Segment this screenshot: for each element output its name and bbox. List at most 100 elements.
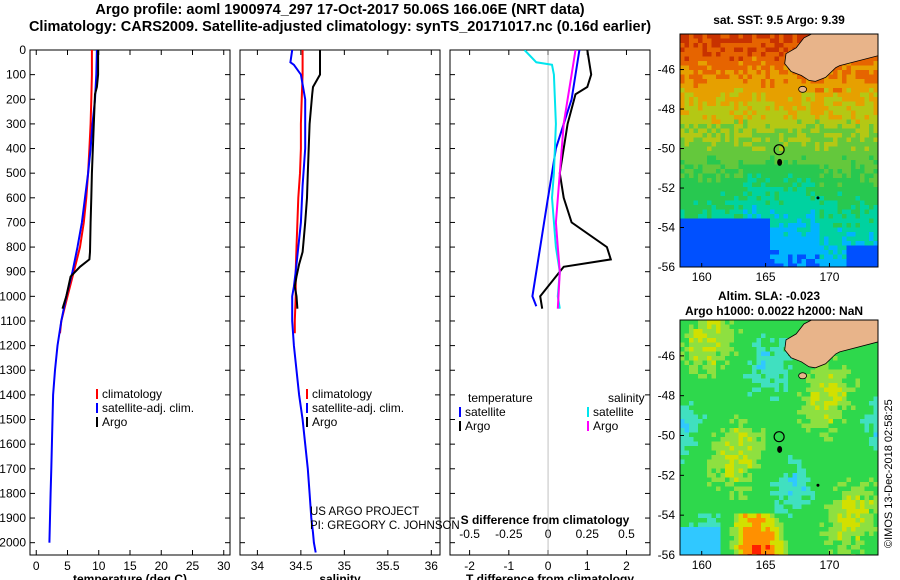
map-cell bbox=[837, 173, 843, 179]
map-cell bbox=[819, 495, 825, 501]
map-cell bbox=[801, 97, 807, 102]
map-cell bbox=[684, 491, 690, 496]
map-cell bbox=[873, 173, 878, 179]
map-cell bbox=[833, 356, 838, 361]
map-cell bbox=[752, 74, 757, 80]
map-cell bbox=[693, 142, 699, 147]
map-cell bbox=[756, 101, 762, 107]
map-cell bbox=[707, 151, 712, 156]
map-cell bbox=[747, 34, 753, 39]
map-cell bbox=[698, 414, 703, 420]
map-cell bbox=[725, 369, 730, 375]
map-cell bbox=[716, 196, 721, 201]
map-cell bbox=[873, 459, 878, 465]
map-cell bbox=[797, 218, 802, 224]
map-cell bbox=[720, 392, 726, 397]
map-cell bbox=[783, 500, 789, 505]
map-cell bbox=[864, 196, 870, 201]
map-cell bbox=[851, 250, 856, 255]
map-cell bbox=[684, 92, 690, 98]
map-cell bbox=[698, 245, 703, 251]
map-cell bbox=[720, 83, 726, 89]
map-cell bbox=[819, 482, 825, 487]
map-cell bbox=[824, 218, 829, 224]
map-cell bbox=[837, 491, 843, 496]
map-cell bbox=[684, 428, 690, 433]
map-cell bbox=[824, 527, 829, 532]
map-cell bbox=[810, 410, 816, 415]
map-cell bbox=[720, 374, 726, 379]
map-cell bbox=[860, 209, 865, 215]
map-cell bbox=[851, 110, 856, 116]
map-cell bbox=[756, 468, 762, 474]
map-cell bbox=[716, 245, 721, 251]
map-cell bbox=[774, 423, 780, 429]
map-cell bbox=[698, 209, 703, 215]
map-cell bbox=[684, 369, 690, 375]
map-cell bbox=[765, 227, 771, 233]
map-cell bbox=[842, 486, 847, 492]
map-cell bbox=[770, 378, 775, 384]
map-cell bbox=[693, 324, 699, 330]
map-cell bbox=[734, 531, 739, 537]
map-cell bbox=[738, 151, 744, 156]
map-cell bbox=[738, 522, 744, 528]
map-cell bbox=[738, 531, 744, 537]
map-cell bbox=[725, 428, 730, 433]
map-cell bbox=[797, 115, 802, 120]
map-cell bbox=[855, 146, 861, 152]
map-cell bbox=[824, 392, 829, 397]
map-cell bbox=[824, 227, 829, 233]
map-cell bbox=[774, 324, 780, 330]
map-cell bbox=[765, 423, 771, 429]
map-cell bbox=[738, 491, 744, 496]
map-cell bbox=[833, 455, 838, 460]
map-cell bbox=[738, 38, 744, 44]
map-cell bbox=[833, 491, 838, 496]
map-cell bbox=[873, 223, 878, 228]
map-cell bbox=[684, 324, 690, 330]
map-cell bbox=[842, 549, 847, 555]
map-cell bbox=[819, 432, 825, 438]
map-cell bbox=[743, 500, 748, 505]
map-cell bbox=[846, 378, 852, 384]
map-cell bbox=[689, 500, 694, 505]
map-cell bbox=[851, 151, 856, 156]
map-cell bbox=[684, 232, 690, 237]
map-cell bbox=[716, 338, 721, 343]
map-cell bbox=[770, 428, 775, 433]
map-cell bbox=[842, 92, 847, 98]
map-cell bbox=[702, 43, 708, 48]
map-cell bbox=[743, 527, 748, 532]
map-cell bbox=[680, 137, 685, 143]
map-cell bbox=[783, 459, 789, 465]
map-cell bbox=[783, 241, 789, 246]
map-cell bbox=[761, 241, 766, 246]
map-cell bbox=[680, 178, 685, 183]
map-cell bbox=[815, 473, 820, 478]
map-cell bbox=[828, 205, 834, 210]
map-cell bbox=[734, 250, 739, 255]
map-cell bbox=[743, 531, 748, 537]
map-cell bbox=[698, 124, 703, 129]
map-cell bbox=[698, 423, 703, 429]
map-cell bbox=[734, 106, 739, 111]
imos-watermark: ©IMOS 13-Dec-2018 02:58:25 bbox=[883, 399, 895, 548]
map-cell bbox=[765, 128, 771, 134]
map-cell bbox=[774, 509, 780, 514]
map-cell bbox=[783, 128, 789, 134]
map-cell bbox=[846, 360, 852, 366]
map-cell bbox=[734, 383, 739, 388]
map-cell bbox=[819, 250, 825, 255]
map-cell bbox=[846, 254, 852, 260]
map-cell bbox=[855, 218, 861, 224]
map-cell bbox=[680, 378, 685, 384]
map-cell bbox=[702, 88, 708, 93]
map-cell bbox=[873, 401, 878, 406]
map-cell bbox=[693, 473, 699, 478]
y-tick-label: -46 bbox=[658, 349, 676, 363]
map-cell bbox=[797, 83, 802, 89]
map-cell bbox=[779, 329, 784, 334]
map-cell bbox=[716, 232, 721, 237]
map-cell bbox=[774, 410, 780, 415]
